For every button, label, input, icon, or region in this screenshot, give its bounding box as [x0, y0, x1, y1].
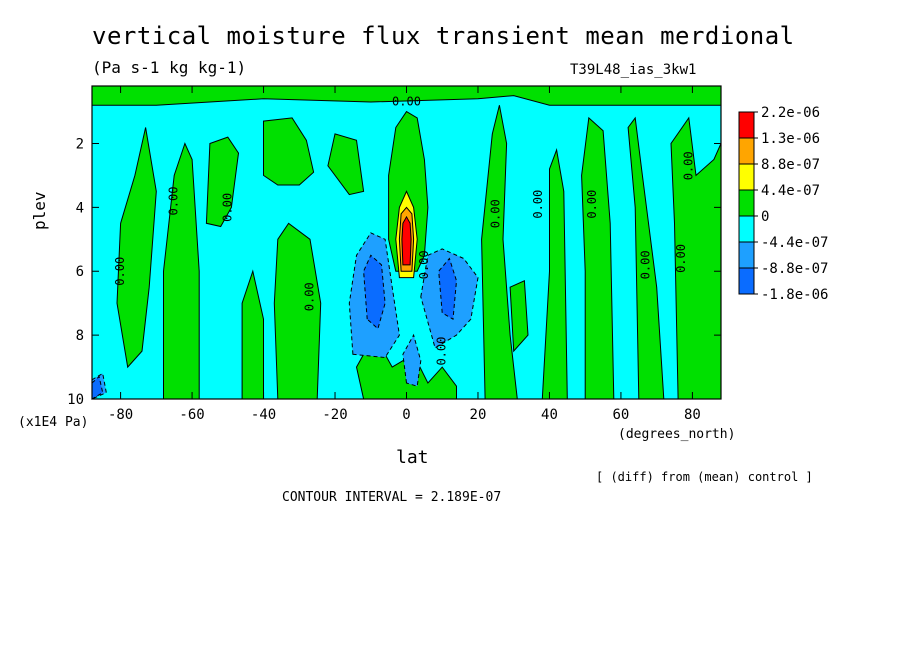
legend-swatch [738, 241, 755, 269]
legend-swatch [738, 215, 755, 243]
legend-level-label: -1.8e-06 [761, 287, 828, 303]
legend-level-label: 2.2e-06 [761, 105, 820, 121]
contour-regions [91, 85, 722, 400]
y-tick-label: 4 [76, 200, 84, 216]
contour-region-green [205, 136, 240, 228]
contour-label: 0.00 [220, 193, 234, 222]
contour-region-green [163, 142, 200, 400]
contour-label: 0.00 [113, 257, 127, 286]
contour-label: 0.00 [417, 250, 431, 279]
y-tick-label: 10 [67, 392, 84, 408]
chart-units: (Pa s-1 kg kg-1) [92, 58, 247, 77]
contour-label: 0.00 [531, 190, 545, 219]
x-tick-label: -40 [251, 407, 276, 423]
legend-level-label: 8.8e-07 [761, 157, 820, 173]
contour-region-lightblue [402, 333, 422, 387]
contour-label: 0.00 [488, 199, 502, 228]
color-legend: 2.2e-06 1.3e-06 8.8e-07 4.4e-07 0 -4.4e-07 -8.… [738, 105, 828, 303]
contour-label: 0.00 [638, 250, 652, 279]
x-tick-label: -60 [179, 407, 204, 423]
contour-label: 0.00 [303, 282, 317, 311]
contour-region-green [116, 127, 157, 369]
y-tick-label: 8 [76, 328, 84, 344]
legend-level-label: -8.8e-07 [761, 261, 828, 277]
y-tick-label: 6 [76, 264, 84, 280]
x-tick-label: 20 [470, 407, 487, 423]
contour-label: 0.00 [435, 337, 449, 366]
legend-swatch [738, 137, 755, 165]
legend-level-label: 4.4e-07 [761, 183, 820, 199]
x-axis-label: lat [396, 447, 429, 468]
legend-swatch [738, 189, 755, 217]
x-tick-label: -20 [322, 407, 347, 423]
x-tick-label: -80 [108, 407, 133, 423]
contour-region-green [581, 116, 615, 400]
x-tick-label: 0 [402, 407, 410, 423]
contour-label: 0.00 [585, 190, 599, 219]
legend-swatch [738, 111, 755, 139]
contour-region-green [273, 222, 322, 400]
legend-level-label: 1.3e-06 [761, 131, 820, 147]
contour-interval: CONTOUR INTERVAL = 2.189E-07 [282, 490, 502, 505]
chart-title: vertical moisture flux transient mean me… [92, 22, 795, 50]
y-tick-label: 2 [76, 136, 84, 152]
contour-region-darkblue [438, 257, 458, 321]
legend-swatch [738, 163, 755, 191]
contour-region-darkblue [363, 254, 386, 330]
contour-region-green [509, 280, 529, 353]
axes: -80 -60 -40 -20 0 20 40 60 80 2 4 6 8 10 [67, 85, 722, 423]
run-label: T39L48_ias_3kw1 [570, 62, 697, 78]
contour-region-red [401, 215, 412, 266]
legend-swatch [738, 267, 755, 295]
x-tick-label: 40 [541, 407, 558, 423]
contour-region-green [481, 105, 518, 400]
contour-label: 0.00 [674, 244, 688, 273]
contour-region-green [327, 133, 365, 196]
contour-labels: 0.00 0.00 0.00 0.00 0.00 0.00 0.00 0.00 0.00 0.00… [113, 94, 695, 365]
legend-level-label: -4.4e-07 [761, 235, 828, 251]
contour-region-green [263, 117, 315, 186]
contour-label: 0.00 [392, 94, 421, 108]
x-axis-unit: (degrees_north) [618, 427, 736, 442]
x-tick-label: 80 [684, 407, 701, 423]
contour-label: 0.00 [681, 151, 695, 180]
y-axis-unit: (x1E4 Pa) [18, 415, 89, 430]
x-tick-label: 60 [613, 407, 630, 423]
contour-label: 0.00 [167, 187, 181, 216]
legend-level-label: 0 [761, 209, 769, 225]
contour-region-green [627, 116, 665, 400]
footnote: [ (diff) from (mean) control ] [596, 470, 813, 484]
